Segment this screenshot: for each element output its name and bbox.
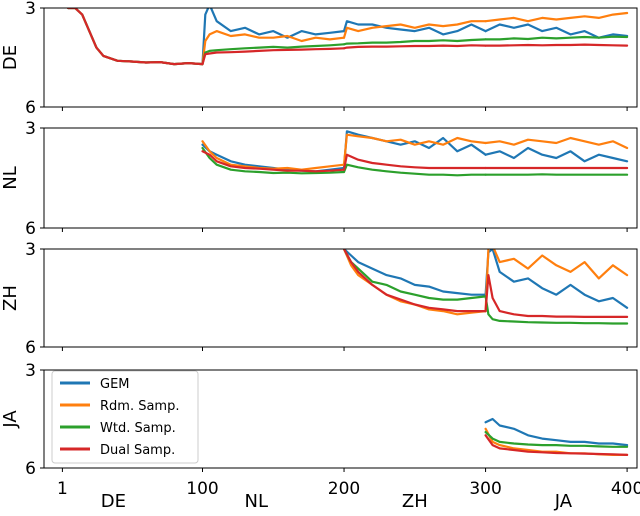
y-tick-label: 3 xyxy=(25,361,36,381)
series-line-rdm-samp-de-4 xyxy=(486,13,627,21)
series-line-gem-ja-1 xyxy=(486,419,627,445)
series-group xyxy=(344,246,627,324)
series-group xyxy=(486,419,627,455)
series-group xyxy=(203,131,628,175)
axes-frame-de xyxy=(44,8,637,107)
y-tick-label: 3 xyxy=(25,0,36,19)
x-tick-label: 100 xyxy=(186,479,218,499)
series-line-dual-samp-de-3 xyxy=(344,45,486,48)
segment-label-nl: NL xyxy=(245,491,269,512)
series-line-dual-samp-zh-2 xyxy=(486,275,627,317)
y-axis-label-de: DE xyxy=(0,45,21,70)
panel-zh: 3 6 ZH xyxy=(0,240,637,358)
series-line-wtd-samp-de-3 xyxy=(344,39,486,44)
y-tick-label: 6 xyxy=(25,338,36,358)
axes-frame-zh xyxy=(44,249,637,347)
y-tick-label: 6 xyxy=(25,219,36,239)
segment-label-ja: JA xyxy=(554,491,573,512)
y-tick-label: 3 xyxy=(25,240,36,260)
series-line-wtd-samp-de-1 xyxy=(68,8,202,64)
legend-label-gem: GEM xyxy=(100,377,130,392)
series-line-rdm-samp-zh-2 xyxy=(486,246,627,311)
segment-label-de: DE xyxy=(101,491,126,512)
panel-ja: 3 6 JA 1 100 200 300 400 DE NL ZH JA GEM Rdm. Samp. Wt… xyxy=(0,361,640,512)
y-tick-label: 6 xyxy=(25,98,36,118)
legend-label-rdm-samp: Rdm. Samp. xyxy=(100,399,179,414)
y-axis-label-zh: ZH xyxy=(0,285,21,311)
series-line-gem-zh-1 xyxy=(344,249,486,295)
legend-label-dual-samp: Dual Samp. xyxy=(100,443,175,458)
segment-label-zh: ZH xyxy=(402,491,428,512)
panel-de: 3 6 DE xyxy=(0,0,637,118)
series-line-dual-samp-de-1 xyxy=(68,8,202,64)
series-group xyxy=(68,5,627,64)
series-line-rdm-samp-nl-2 xyxy=(344,135,486,165)
x-tick-label: 400 xyxy=(611,479,640,499)
series-line-gem-de-4 xyxy=(486,25,627,38)
series-line-gem-nl-3 xyxy=(486,148,627,161)
series-line-rdm-samp-nl-1 xyxy=(203,141,345,169)
x-tick-label: 300 xyxy=(469,479,501,499)
series-line-gem-zh-2 xyxy=(486,249,627,308)
series-line-wtd-samp-de-2 xyxy=(203,44,345,64)
y-axis-label-ja: JA xyxy=(0,410,21,429)
series-line-rdm-samp-nl-3 xyxy=(486,138,627,148)
legend: GEM Rdm. Samp. Wtd. Samp. Dual Samp. xyxy=(52,371,198,463)
panel-nl: 3 6 NL xyxy=(0,119,637,239)
series-line-gem-de-1 xyxy=(68,8,202,64)
y-axis-label-nl: NL xyxy=(0,166,21,190)
series-line-wtd-samp-zh-1 xyxy=(344,249,486,300)
series-line-dual-samp-de-4 xyxy=(486,45,627,46)
series-line-wtd-samp-de-4 xyxy=(486,37,627,40)
y-tick-label: 3 xyxy=(25,119,36,139)
x-tick-label: 200 xyxy=(328,479,360,499)
series-line-rdm-samp-de-1 xyxy=(68,8,202,64)
legend-label-wtd-samp: Wtd. Samp. xyxy=(100,421,176,436)
x-tick-label: 1 xyxy=(57,479,68,499)
y-tick-label: 6 xyxy=(25,459,36,479)
